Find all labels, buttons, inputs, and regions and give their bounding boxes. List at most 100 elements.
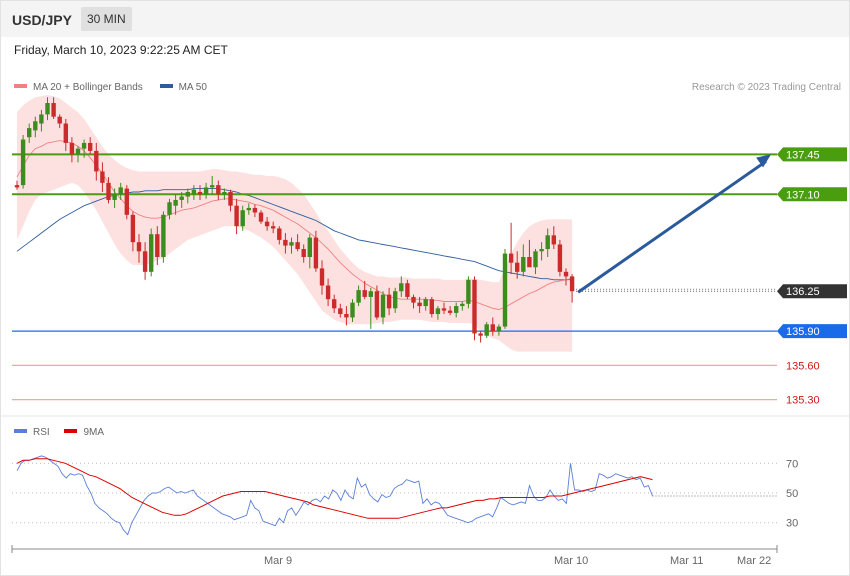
candle-body xyxy=(20,139,26,186)
candle-body xyxy=(94,150,99,172)
candle-18 xyxy=(124,185,129,220)
rsi-9ma-line xyxy=(16,458,653,519)
candle-43 xyxy=(277,226,282,245)
candle-body xyxy=(222,191,227,195)
level-tag-resistance-1 xyxy=(777,187,847,202)
rsi-legend: RSI 9MA xyxy=(14,427,104,438)
candle-88 xyxy=(551,226,556,250)
candle-51 xyxy=(325,278,331,307)
candle-33 xyxy=(216,180,221,200)
candle-body xyxy=(502,253,508,327)
candle-body xyxy=(264,221,270,227)
candle-body xyxy=(179,196,184,200)
candle-body xyxy=(344,314,349,318)
x-axis-label-0: Mar 9 xyxy=(264,555,292,567)
candle-37 xyxy=(240,205,245,231)
candle-body xyxy=(289,242,294,246)
candle-body xyxy=(356,290,361,303)
candle-body xyxy=(569,276,575,292)
candle-78 xyxy=(490,317,495,336)
candle-63 xyxy=(399,276,404,297)
candle-body xyxy=(423,299,428,307)
projection-arrow-head xyxy=(756,154,771,168)
rsi-tick-70: 70 xyxy=(786,458,798,470)
legend-label-rsi: RSI xyxy=(33,427,50,438)
candle-body xyxy=(508,253,514,263)
candle-1 xyxy=(20,134,26,189)
level-label-resistance-0: 137.45 xyxy=(786,149,820,161)
candle-60 xyxy=(380,291,386,325)
candle-59 xyxy=(374,285,380,320)
candle-body xyxy=(185,191,190,197)
candle-71 xyxy=(447,306,453,316)
candle-32 xyxy=(210,176,215,195)
candle-21 xyxy=(142,242,148,280)
candle-body xyxy=(191,189,197,195)
legend-label-ma50: MA 50 xyxy=(178,82,207,93)
level-label-support-5: 135.30 xyxy=(786,395,820,407)
candle-47 xyxy=(301,244,306,263)
rsi-tick-30: 30 xyxy=(786,518,798,530)
candle-12 xyxy=(88,137,93,155)
candle-4 xyxy=(39,109,44,132)
candle-body xyxy=(307,237,312,257)
candle-body xyxy=(112,194,117,200)
candle-17 xyxy=(118,182,123,200)
candle-11 xyxy=(81,139,87,158)
candle-23 xyxy=(155,226,160,265)
candle-79 xyxy=(496,324,502,336)
candle-body xyxy=(374,291,380,318)
candle-body xyxy=(57,116,62,124)
candle-69 xyxy=(435,306,441,320)
candle-body xyxy=(246,207,251,211)
candle-48 xyxy=(307,234,312,269)
candle-body xyxy=(173,199,178,206)
level-label-support-4: 135.60 xyxy=(786,360,820,372)
candle-35 xyxy=(228,189,233,212)
candle-31 xyxy=(203,182,209,199)
candle-body xyxy=(130,214,136,243)
legend-item-rsi: RSI xyxy=(14,427,52,438)
candle-83 xyxy=(521,244,526,277)
candle-body xyxy=(539,249,544,252)
candle-body xyxy=(75,148,81,155)
candle-body xyxy=(277,228,282,240)
candle-25 xyxy=(167,198,172,220)
candle-82 xyxy=(515,251,520,279)
candle-body xyxy=(393,291,398,309)
legend-swatch-9ma xyxy=(64,429,78,434)
candle-body xyxy=(515,262,520,272)
candle-body xyxy=(557,244,563,272)
credit-label: Research © 2023 Trading Central xyxy=(691,82,841,93)
candle-body xyxy=(283,239,288,246)
legend-swatch-ma20 xyxy=(14,84,27,89)
candle-87 xyxy=(545,228,550,257)
candle-body xyxy=(100,171,105,183)
candle-body xyxy=(136,242,142,252)
candle-70 xyxy=(441,302,447,315)
candle-body xyxy=(197,191,203,195)
candle-body xyxy=(484,324,489,336)
candle-body xyxy=(472,279,477,334)
candle-9 xyxy=(69,137,75,163)
legend-label-9ma: 9MA xyxy=(83,427,105,438)
candle-body xyxy=(478,333,483,336)
candle-72 xyxy=(454,302,459,318)
candle-body xyxy=(313,237,319,269)
candle-body xyxy=(386,294,392,309)
candle-body xyxy=(399,283,404,292)
candle-41 xyxy=(264,217,270,231)
candle-68 xyxy=(429,296,434,318)
candle-body xyxy=(332,299,337,309)
candle-22 xyxy=(149,228,154,277)
candle-7 xyxy=(57,114,62,129)
candle-26 xyxy=(173,194,178,215)
timeframe-button[interactable]: 30 MIN xyxy=(81,7,132,31)
price-legend: MA 20 + Bollinger Bands MA 50 xyxy=(14,82,207,93)
level-label-current-2: 136.25 xyxy=(786,286,820,298)
candle-body xyxy=(63,123,68,143)
candle-body xyxy=(27,128,32,138)
candle-15 xyxy=(106,177,111,204)
candle-84 xyxy=(527,239,532,268)
